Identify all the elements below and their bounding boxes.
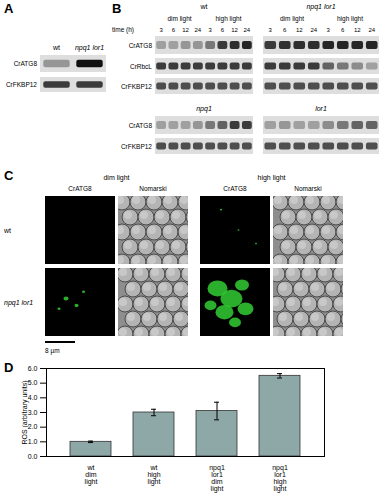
svg-text:B: B xyxy=(112,1,121,16)
svg-text:wt: wt xyxy=(3,227,11,234)
svg-text:high light: high light xyxy=(215,15,241,23)
svg-text:ROS (arbitrary units): ROS (arbitrary units) xyxy=(21,380,29,444)
svg-text:CrFKBP12: CrFKBP12 xyxy=(121,83,152,90)
svg-text:CrATG8: CrATG8 xyxy=(129,122,153,129)
svg-text:6: 6 xyxy=(341,27,345,33)
svg-text:CrATG8: CrATG8 xyxy=(223,185,247,192)
svg-text:24: 24 xyxy=(310,27,317,33)
svg-text:Nomarski: Nomarski xyxy=(294,185,321,192)
svg-text:A: A xyxy=(4,1,14,16)
svg-text:4.0: 4.0 xyxy=(28,394,38,401)
svg-text:Nomarski: Nomarski xyxy=(139,185,166,192)
svg-text:3: 3 xyxy=(269,27,273,33)
svg-text:npq1: npq1 xyxy=(196,105,212,113)
svg-text:CrATG8: CrATG8 xyxy=(14,60,38,67)
svg-text:wt: wt xyxy=(200,3,208,10)
svg-text:6: 6 xyxy=(172,27,176,33)
svg-text:high light: high light xyxy=(257,174,285,182)
svg-text:wthighlight: wthighlight xyxy=(147,464,160,486)
svg-text:5.0: 5.0 xyxy=(28,379,38,386)
svg-text:12: 12 xyxy=(354,27,361,33)
svg-text:6: 6 xyxy=(283,27,287,33)
svg-text:high light: high light xyxy=(337,15,363,23)
svg-text:12: 12 xyxy=(182,27,189,33)
svg-text:CrFKBP12: CrFKBP12 xyxy=(121,143,152,150)
svg-text:3: 3 xyxy=(208,27,212,33)
svg-text:24: 24 xyxy=(368,27,375,33)
svg-text:npq1 lor1: npq1 lor1 xyxy=(4,299,33,307)
svg-text:8 µm: 8 µm xyxy=(45,347,60,355)
svg-text:CrATG8: CrATG8 xyxy=(68,185,92,192)
svg-text:CrFKBP12: CrFKBP12 xyxy=(6,81,37,88)
svg-text:npq1 lor1: npq1 lor1 xyxy=(306,3,335,11)
svg-text:wt: wt xyxy=(52,44,60,51)
svg-text:npq1 lor1: npq1 lor1 xyxy=(75,44,104,52)
svg-text:24: 24 xyxy=(195,27,202,33)
svg-text:dim light: dim light xyxy=(167,15,191,23)
svg-text:24: 24 xyxy=(244,27,251,33)
svg-text:12: 12 xyxy=(231,27,238,33)
svg-text:npq1lor1dimlight: npq1lor1dimlight xyxy=(209,464,225,493)
svg-text:CrRbcL: CrRbcL xyxy=(130,63,152,70)
svg-text:2.0: 2.0 xyxy=(28,423,38,430)
svg-text:6.0: 6.0 xyxy=(28,365,38,372)
svg-text:dim light: dim light xyxy=(103,174,129,182)
svg-text:3: 3 xyxy=(159,27,163,33)
svg-text:1.0: 1.0 xyxy=(28,438,38,445)
svg-text:C: C xyxy=(4,168,14,183)
svg-text:6: 6 xyxy=(221,27,225,33)
svg-text:dim light: dim light xyxy=(280,15,304,23)
svg-text:0.0: 0.0 xyxy=(28,453,38,460)
svg-text:12: 12 xyxy=(296,27,303,33)
svg-text:CrATG8: CrATG8 xyxy=(129,42,153,49)
html-text:D: D xyxy=(4,360,14,375)
svg-text:3.0: 3.0 xyxy=(28,409,38,416)
svg-text:3: 3 xyxy=(327,27,331,33)
svg-text:npq1lor1highlight: npq1lor1highlight xyxy=(272,464,288,493)
svg-text:wtdimlight: wtdimlight xyxy=(85,464,98,486)
svg-text:lor1: lor1 xyxy=(315,105,327,112)
svg-text:time (h): time (h) xyxy=(112,26,134,34)
